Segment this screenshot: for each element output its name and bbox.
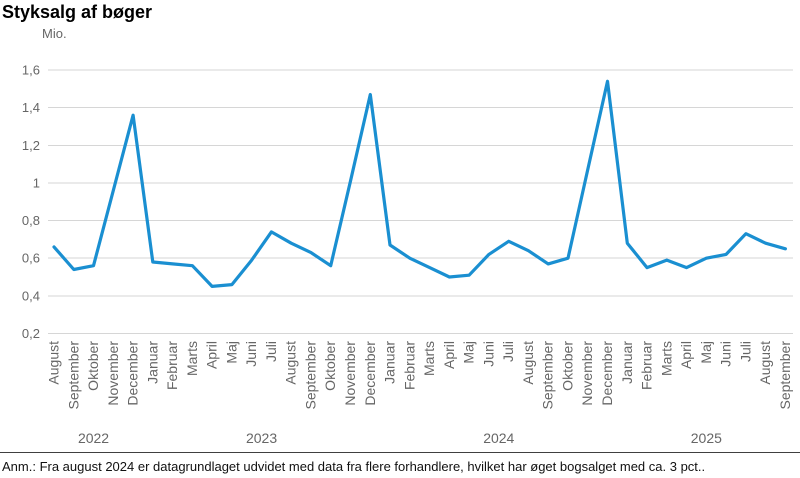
y-tick-label: 0,8 (22, 213, 40, 228)
x-tick-label: August (520, 341, 536, 385)
x-tick-label: November (579, 341, 595, 406)
x-tick-label: Juni (243, 341, 259, 367)
x-tick-label: Februar (639, 341, 655, 390)
x-tick-label: Januar (144, 341, 160, 384)
footnote-text: Anm.: Fra august 2024 er datagrundlaget … (2, 459, 706, 474)
x-tick-label: August (757, 341, 773, 385)
x-year-label: 2024 (483, 430, 514, 446)
x-tick-label: September (540, 341, 556, 410)
x-tick-label: Maj (461, 341, 477, 364)
x-tick-label: September (302, 341, 318, 410)
x-tick-label: Juni (480, 341, 496, 367)
chart-title: Styksalg af bøger (2, 2, 153, 22)
x-tick-label: Oktober (559, 341, 575, 391)
x-tick-label: December (125, 341, 141, 406)
footnote-divider (0, 452, 800, 453)
y-axis-unit-label: Mio. (42, 26, 67, 41)
x-tick-label: Januar (619, 341, 635, 384)
x-tick-label: November (342, 341, 358, 406)
x-year-label: 2025 (691, 430, 722, 446)
x-tick-label: December (599, 341, 615, 406)
x-tick-label: Juni (718, 341, 734, 367)
y-tick-label: 1,4 (22, 100, 40, 115)
x-year-label: 2022 (78, 430, 109, 446)
x-tick-label: Maj (698, 341, 714, 364)
x-tick-label: Oktober (85, 341, 101, 391)
y-tick-label: 0,6 (22, 251, 40, 266)
x-tick-label: November (105, 341, 121, 406)
y-tick-label: 1,6 (22, 63, 40, 78)
y-tick-label: 1,2 (22, 138, 40, 153)
x-tick-label: Maj (223, 341, 239, 364)
x-tick-label: Marts (658, 341, 674, 376)
y-tick-label: 0,4 (22, 288, 40, 303)
x-tick-label: August (283, 341, 299, 385)
x-tick-label: April (678, 341, 694, 369)
x-tick-label: Juli (737, 341, 753, 362)
y-tick-label: 1 (33, 175, 40, 190)
x-tick-label: Februar (401, 341, 417, 390)
x-tick-label: April (441, 341, 457, 369)
x-tick-label: Oktober (322, 341, 338, 391)
x-tick-label: August (46, 341, 62, 385)
y-tick-label: 0,2 (22, 326, 40, 341)
x-tick-label: April (204, 341, 220, 369)
x-tick-label: Januar (382, 341, 398, 384)
x-tick-label: Marts (421, 341, 437, 376)
x-tick-label: Marts (184, 341, 200, 376)
x-tick-label: Februar (164, 341, 180, 390)
x-year-label: 2023 (246, 430, 277, 446)
x-tick-label: September (65, 341, 81, 410)
x-tick-label: Juli (500, 341, 516, 362)
x-tick-label: Juli (263, 341, 279, 362)
x-tick-label: December (362, 341, 378, 406)
sales-line (52, 79, 788, 288)
x-tick-label: September (777, 341, 793, 410)
